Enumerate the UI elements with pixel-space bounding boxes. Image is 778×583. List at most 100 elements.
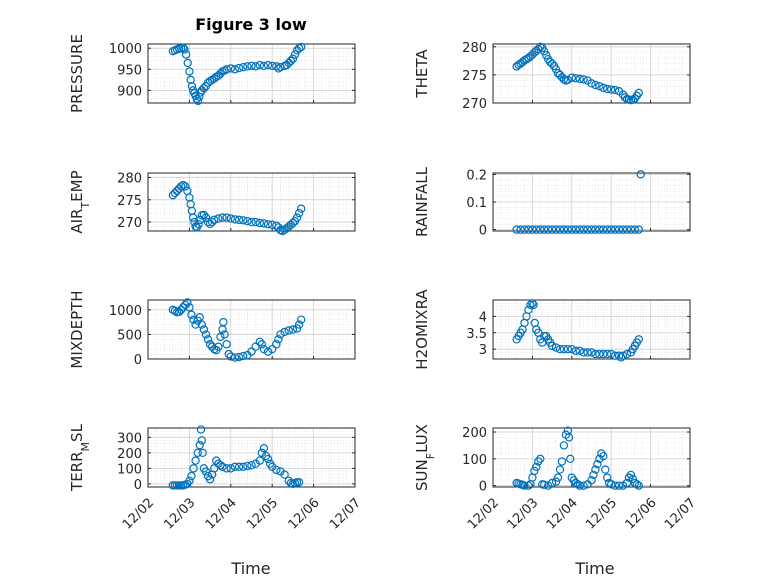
y-tick-label: 100 — [117, 462, 142, 477]
data-point — [199, 210, 209, 220]
data-point — [551, 477, 561, 486]
y-tick-label: 0 — [134, 353, 142, 368]
data-point — [268, 344, 277, 354]
data-point — [547, 59, 557, 68]
data-point — [239, 216, 248, 225]
data-point — [192, 94, 202, 103]
data-point — [205, 340, 215, 349]
data-point — [272, 465, 281, 475]
data-point — [579, 348, 588, 357]
y-tick-label: 0.2 — [466, 168, 487, 183]
data-point — [610, 85, 620, 95]
data-point — [547, 225, 557, 234]
data-point — [607, 225, 616, 234]
data-point — [286, 56, 296, 66]
data-point — [296, 204, 306, 213]
data-point — [207, 217, 217, 227]
data-point — [222, 65, 231, 74]
data-point — [583, 225, 592, 234]
data-point — [191, 320, 200, 329]
subplot-air-temp: 270 275 280 AIRTEMP — [68, 170, 356, 236]
y-tick-label: 0 — [479, 224, 487, 239]
data-point — [222, 464, 231, 473]
data-point — [294, 208, 304, 218]
data-point — [181, 50, 191, 59]
data-point — [183, 298, 192, 307]
data-point — [176, 182, 186, 191]
axes-box — [492, 43, 691, 104]
data-point — [218, 213, 227, 222]
data-point — [197, 320, 207, 329]
data-point — [187, 471, 196, 481]
data-point — [587, 79, 596, 88]
data-point — [186, 75, 195, 85]
y-tick-label: 0 — [134, 478, 142, 493]
data-point — [524, 305, 533, 315]
data-point — [214, 342, 223, 351]
data-point — [520, 225, 529, 234]
data-point — [196, 425, 206, 434]
y-tick-label: 300 — [117, 431, 142, 446]
data-point — [168, 191, 178, 200]
data-point — [591, 465, 600, 474]
data-point — [571, 346, 580, 356]
data-point — [610, 351, 620, 360]
data-point — [520, 481, 529, 490]
axes-box — [492, 299, 691, 360]
data-point — [575, 74, 584, 84]
data-point — [603, 84, 612, 94]
data-point — [575, 346, 584, 356]
data-point — [230, 353, 240, 362]
data-point — [255, 60, 264, 70]
data-point — [614, 225, 624, 234]
data-point — [543, 225, 553, 234]
data-point — [226, 352, 235, 361]
axes-box — [147, 427, 356, 488]
y-tick-label: 1000 — [109, 304, 142, 319]
data-point — [181, 182, 190, 191]
data-point — [595, 81, 604, 91]
y-tick-label: 280 — [117, 171, 142, 186]
data-point — [618, 351, 628, 360]
y-tick-label: 100 — [462, 453, 487, 468]
data-point — [571, 74, 580, 83]
data-point — [294, 478, 304, 487]
data-point — [205, 475, 215, 484]
data-point — [540, 225, 549, 234]
data-point — [263, 454, 273, 464]
data-point — [622, 478, 632, 488]
data-point — [176, 305, 186, 315]
data-point — [251, 62, 260, 71]
y-tick-label: 275 — [117, 194, 142, 209]
data-point — [205, 76, 215, 86]
data-point — [189, 464, 198, 473]
data-point — [597, 449, 606, 458]
data-point — [174, 307, 184, 316]
data-point — [263, 220, 273, 229]
y-axis-label: RAINFALL — [413, 166, 431, 237]
data-point — [219, 317, 228, 327]
y-axis-label: AIRTEMP — [68, 170, 92, 233]
data-point — [226, 64, 235, 73]
y-tick-label: 4 — [479, 310, 487, 325]
data-point — [284, 326, 293, 335]
data-point — [528, 299, 537, 308]
y-tick-label: 900 — [117, 84, 142, 99]
data-point — [559, 75, 569, 84]
data-point — [193, 448, 202, 458]
data-point — [551, 343, 561, 352]
data-point — [230, 65, 240, 74]
data-point — [170, 188, 180, 198]
data-point — [563, 225, 573, 234]
data-point — [555, 225, 565, 234]
y-axis-label-subscript: T — [79, 202, 92, 210]
data-point — [626, 225, 636, 234]
data-point — [636, 170, 645, 179]
data-point — [557, 457, 567, 466]
data-point — [234, 215, 244, 225]
data-point — [234, 462, 244, 472]
data-point — [534, 457, 543, 466]
data-point — [292, 213, 302, 222]
data-point — [272, 340, 281, 349]
data-point — [222, 213, 231, 222]
